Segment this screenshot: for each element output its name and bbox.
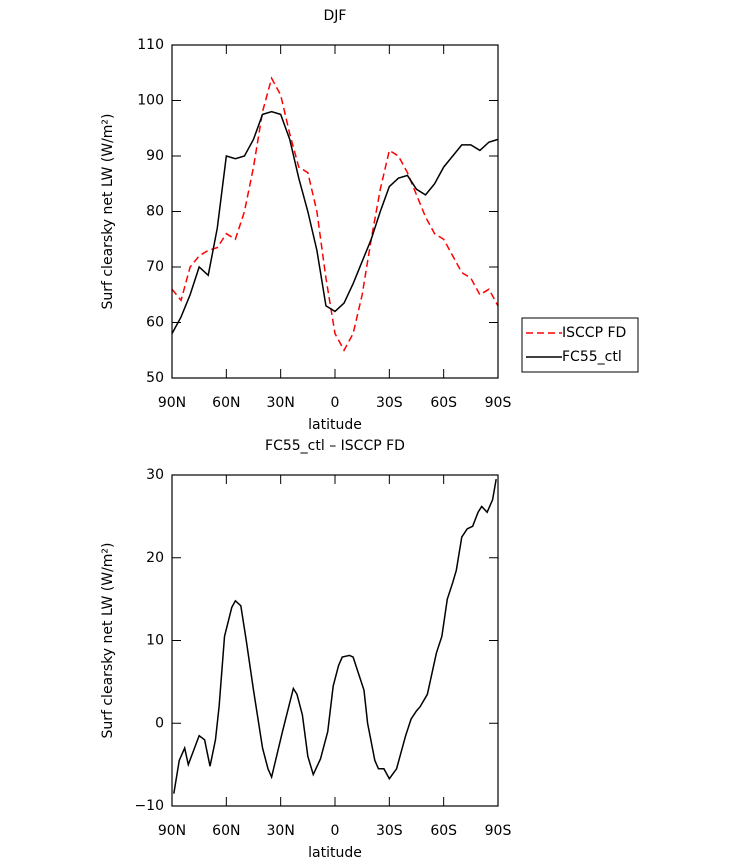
y-tick-label: 0 [155, 715, 164, 731]
x-tick-label: 90S [485, 823, 512, 839]
y-tick-label: 70 [146, 259, 164, 275]
y-tick-label: 90 [146, 148, 164, 164]
x-tick-label: 0 [331, 823, 340, 839]
x-tick-label: 30S [376, 823, 403, 839]
x-tick-label: 90N [158, 823, 186, 839]
x-tick-label: 0 [331, 395, 340, 411]
y-tick-label: 30 [146, 467, 164, 483]
chart-title: FC55_ctl – ISCCP FD [265, 438, 405, 454]
y-tick-label: 20 [146, 550, 164, 566]
x-axis-label: latitude [308, 417, 362, 433]
y-axis-label: Surf clearsky net LW (W/m²) [100, 113, 116, 309]
y-tick-label: 80 [146, 204, 164, 220]
data-line [171, 110, 499, 334]
data-line [173, 479, 497, 794]
x-tick-label: 90S [485, 395, 512, 411]
legend-label: ISCCP FD [562, 325, 626, 341]
x-axis-label: latitude [308, 845, 362, 861]
legend-label: FC55_ctl [562, 349, 622, 365]
y-tick-label: 100 [137, 93, 164, 109]
plot-frame [171, 44, 499, 379]
chart-title: DJF [324, 8, 347, 24]
y-tick-label: 50 [146, 370, 164, 386]
x-tick-label: 90N [158, 395, 186, 411]
x-tick-label: 60N [212, 395, 240, 411]
x-tick-label: 60N [212, 823, 240, 839]
data-line [171, 76, 499, 352]
y-tick-label: 60 [146, 315, 164, 331]
x-tick-label: 30N [267, 823, 295, 839]
x-tick-label: 60S [430, 823, 457, 839]
plot-frame [171, 474, 499, 807]
y-axis-label: Surf clearsky net LW (W/m²) [100, 542, 116, 738]
y-tick-label: 10 [146, 633, 164, 649]
y-tick-label: −10 [134, 798, 164, 814]
x-tick-label: 30S [376, 395, 403, 411]
legend-box [521, 317, 639, 373]
x-tick-label: 60S [430, 395, 457, 411]
x-tick-label: 30N [267, 395, 295, 411]
y-tick-label: 110 [137, 37, 164, 53]
